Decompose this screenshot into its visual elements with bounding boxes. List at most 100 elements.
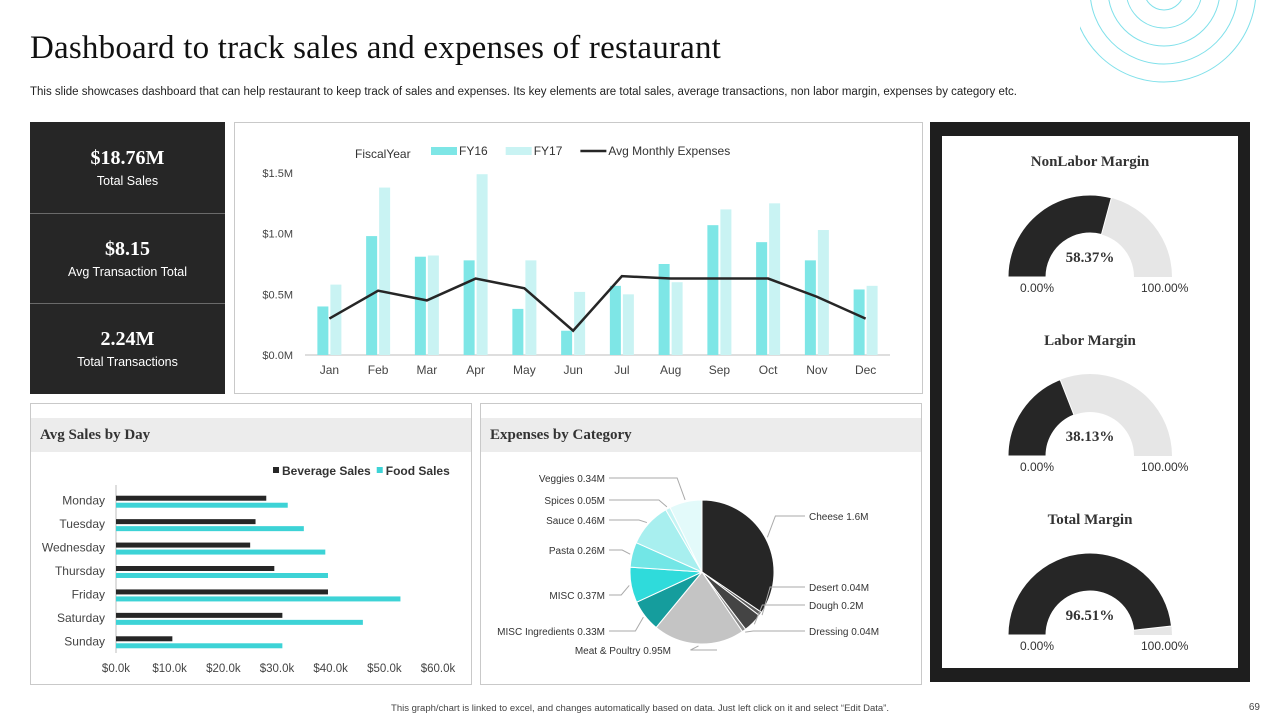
avg-sales-by-day-chart[interactable]: Beverage Sales Food Sales $0.0k $10.0k $20.… bbox=[31, 404, 471, 684]
bar-fy17 bbox=[427, 255, 439, 355]
chart-bars bbox=[317, 174, 878, 355]
leader-line bbox=[609, 519, 648, 524]
y-tick-label: $1.5M bbox=[262, 168, 293, 180]
pie-slice bbox=[669, 499, 703, 573]
x-tick-label: $0.0k bbox=[102, 663, 130, 675]
bar-fy17 bbox=[525, 260, 537, 355]
nonlabor-margin-gauge bbox=[1007, 194, 1172, 278]
leader-line bbox=[745, 630, 805, 633]
gauge-min: 0.00% bbox=[1020, 460, 1055, 474]
gauge-title: NonLabor Margin bbox=[1030, 154, 1150, 170]
bar-beverage-sales bbox=[116, 612, 283, 618]
panel-header: Expenses by Category bbox=[481, 418, 921, 452]
page-number: 69 bbox=[1248, 702, 1260, 713]
kpi-total-sales: $18.76M Total Sales bbox=[30, 122, 225, 212]
x-tick-label: $50.0k bbox=[367, 663, 402, 675]
page-title: Dashboard to track sales and expenses of… bbox=[30, 30, 722, 66]
leader-line bbox=[609, 499, 668, 508]
leader-line bbox=[753, 604, 805, 625]
pie-label: Pasta 0.26M bbox=[549, 546, 605, 557]
gauge-title: Total Margin bbox=[1047, 512, 1133, 528]
pie-label: Cheese 1.6M bbox=[809, 512, 868, 523]
leader-line bbox=[609, 616, 644, 632]
panel-title: Expenses by Category bbox=[490, 427, 632, 443]
pie-slice bbox=[701, 499, 775, 614]
bar-food-sales bbox=[116, 619, 363, 625]
bar-food-sales bbox=[116, 643, 283, 649]
gauge-value: 58.37% bbox=[1065, 250, 1115, 266]
pie-slice bbox=[655, 571, 744, 645]
panel-header: Avg Sales by Day bbox=[31, 418, 471, 452]
pie-label: Veggies 0.34M bbox=[539, 474, 605, 485]
chart-legend: Beverage Sales Food Sales bbox=[273, 464, 450, 478]
gauge-fill bbox=[1007, 378, 1075, 457]
expenses-pie-chart[interactable]: Cheese 1.6M Desert 0.04M Dough 0.2M Dressin… bbox=[481, 404, 921, 684]
bar-fy16 bbox=[609, 285, 621, 355]
gauge-max: 100.00% bbox=[1141, 281, 1189, 295]
chart-bars bbox=[116, 495, 401, 649]
kpi-value: $18.76M bbox=[90, 147, 165, 169]
bar-fy17 bbox=[622, 294, 634, 355]
bar-fy17 bbox=[720, 209, 732, 355]
x-tick-label: Oct bbox=[759, 363, 778, 377]
bar-beverage-sales bbox=[116, 542, 251, 548]
y-tick-label: Thursday bbox=[55, 564, 105, 578]
kpi-value: $8.15 bbox=[105, 238, 150, 260]
bar-food-sales bbox=[116, 596, 401, 602]
bar-fy16 bbox=[561, 330, 573, 355]
pie-label: MISC Ingredients 0.33M bbox=[497, 627, 605, 638]
x-tick-label: May bbox=[513, 363, 536, 377]
leader-line bbox=[609, 549, 631, 555]
kpi-label: Total Sales bbox=[96, 174, 159, 188]
legend-swatch bbox=[505, 147, 532, 155]
bar-food-sales bbox=[116, 573, 328, 578]
pie-label: Sauce 0.46M bbox=[546, 516, 605, 527]
gauge-min: 0.00% bbox=[1020, 281, 1055, 295]
bar-fy16 bbox=[658, 264, 670, 355]
leader-line bbox=[609, 585, 630, 596]
bar-food-sales bbox=[116, 526, 304, 532]
gauge-fill bbox=[1007, 194, 1112, 278]
bar-fy17 bbox=[769, 203, 781, 355]
chart-axes: $0.0M $0.5M $1.0M $1.5M Jan Feb Mar Apr May Jun Ju… bbox=[262, 168, 890, 377]
bar-beverage-sales bbox=[116, 519, 256, 525]
bar-fy16 bbox=[707, 225, 719, 355]
total-margin-gauge bbox=[1007, 552, 1173, 636]
kpi-avg-transaction: $8.15 Avg Transaction Total bbox=[30, 213, 225, 303]
x-tick-label: Mar bbox=[417, 363, 438, 377]
y-tick-label: $1.0M bbox=[262, 229, 293, 241]
bar-fy17 bbox=[379, 187, 391, 355]
chart-axes: $0.0k $10.0k $20.0k $30.0k $40.0k $50.0k $60.0… bbox=[42, 485, 456, 675]
bar-fy16 bbox=[853, 289, 865, 355]
y-tick-label: $0.0M bbox=[262, 350, 293, 362]
bar-fy17 bbox=[330, 284, 342, 355]
leader-line bbox=[766, 515, 805, 538]
gauge-title: Labor Margin bbox=[1044, 333, 1136, 349]
kpi-panel: $18.76M Total Sales $8.15 Avg Transactio… bbox=[30, 122, 225, 394]
pie-label: Spices 0.05M bbox=[544, 496, 605, 507]
pie-label: Meat & Poultry 0.95M bbox=[575, 646, 671, 657]
bar-food-sales bbox=[116, 502, 288, 508]
kpi-value: 2.24M bbox=[100, 328, 155, 350]
labor-margin-gauge bbox=[1007, 374, 1172, 457]
bar-fy17 bbox=[866, 285, 878, 355]
bar-fy16 bbox=[804, 260, 816, 355]
bar-beverage-sales bbox=[116, 495, 267, 501]
pie-label: MISC 0.37M bbox=[549, 591, 605, 602]
monthly-sales-chart[interactable]: FiscalYear FY16 FY17 Avg Monthly Expenses … bbox=[235, 123, 922, 393]
x-tick-label: $40.0k bbox=[313, 663, 348, 675]
x-tick-label: Dec bbox=[855, 363, 876, 377]
gauge-min: 0.00% bbox=[1020, 639, 1055, 653]
pie-labels: Cheese 1.6M Desert 0.04M Dough 0.2M Dressin… bbox=[497, 474, 879, 657]
pie-label: Dressing 0.04M bbox=[809, 627, 879, 638]
bar-fy17 bbox=[476, 174, 488, 355]
bar-fy16 bbox=[512, 308, 524, 355]
legend-label: FY16 bbox=[459, 144, 488, 158]
expenses-by-category-panel: Expenses by Category Cheese 1.6M Desert 0… bbox=[480, 403, 922, 685]
monthly-sales-panel: FiscalYear FY16 FY17 Avg Monthly Expenses … bbox=[234, 122, 923, 394]
pie-label: Dough 0.2M bbox=[809, 601, 863, 612]
pie-label: Desert 0.04M bbox=[809, 583, 869, 594]
x-tick-label: $20.0k bbox=[206, 663, 241, 675]
bar-fy17 bbox=[671, 282, 683, 355]
leader-line bbox=[690, 645, 717, 651]
